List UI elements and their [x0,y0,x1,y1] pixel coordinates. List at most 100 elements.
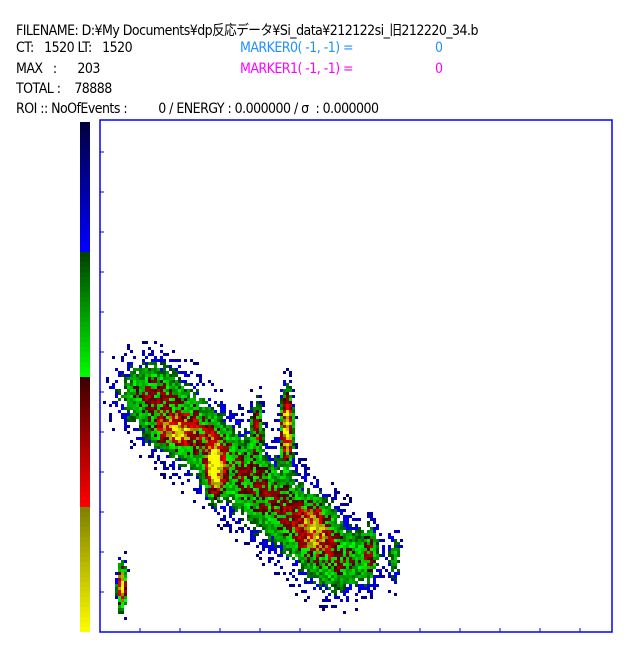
heat-cell [319,533,322,536]
heat-cell [316,542,319,545]
heat-cell [304,521,307,524]
heat-cell [229,437,232,440]
heat-cell [292,434,295,437]
heat-cell [283,413,286,416]
heat-cell [157,368,160,371]
heat-cell [148,434,151,437]
heat-cell [271,545,274,548]
heat-cell [277,485,280,488]
heat-cell [331,560,334,563]
color-scale-step [80,217,90,222]
heat-cell [286,503,289,506]
heat-cell [349,566,352,569]
heat-cell [226,434,229,437]
heat-cell [295,452,298,455]
heat-cell [289,431,292,434]
color-scale-step [80,397,90,402]
heat-cell [124,575,127,578]
heat-cell [148,413,151,416]
heat-cell [289,488,292,491]
heat-cell [124,572,127,575]
heat-cell [307,503,310,506]
heat-cell [172,473,175,476]
heat-cell [310,581,313,584]
heat-cell [316,512,319,515]
heat-cell [355,560,358,563]
heat-cell [241,500,244,503]
heat-cell [325,530,328,533]
heat-cell [349,569,352,572]
heat-cell [340,536,343,539]
heat-cell [244,440,247,443]
heat-cell [280,416,283,419]
heat-cell [151,374,154,377]
heat-cell [187,428,190,431]
heat-cell [262,518,265,521]
heat-cell [274,563,277,566]
heat-cell [196,410,199,413]
heat-cell [193,431,196,434]
color-scale-step [80,177,90,182]
heat-cell [232,473,235,476]
heat-cell [175,452,178,455]
heat-cell [190,428,193,431]
heat-cell [340,557,343,560]
heat-cell [334,575,337,578]
heat-cell [247,500,250,503]
heatmap-plot[interactable] [99,119,613,633]
heat-cell [244,476,247,479]
heat-cell [157,380,160,383]
heat-cell [181,371,184,374]
heat-cell [373,581,376,584]
heat-cell [124,596,127,599]
heat-cell [376,545,379,548]
heat-cell [208,473,211,476]
heat-cell [127,413,130,416]
color-scale-step [80,312,90,317]
heat-cell [277,530,280,533]
heat-cell [322,554,325,557]
heat-cell [322,533,325,536]
heat-cell [163,467,166,470]
heat-cell [352,533,355,536]
heat-cell [358,548,361,551]
heat-cell [127,365,130,368]
heat-cell [274,530,277,533]
heat-cell [379,539,382,542]
heat-cell [286,527,289,530]
heat-cell [259,476,262,479]
heat-cell [286,398,289,401]
heat-cell [166,398,169,401]
heat-cell [211,440,214,443]
heat-cell [238,407,241,410]
heat-cell [199,458,202,461]
heat-cell [130,377,133,380]
heat-cell [346,572,349,575]
heat-cell [238,527,241,530]
heat-cell [271,518,274,521]
heat-cell [262,404,265,407]
heat-cell [220,467,223,470]
heat-cell [259,506,262,509]
heat-cell [274,551,277,554]
heat-cell [253,476,256,479]
heat-cell [196,422,199,425]
heat-cell [277,482,280,485]
heat-cell [121,584,124,587]
heat-cell [142,437,145,440]
heat-cell [229,464,232,467]
marker1: MARKER1( -1, -1) = [240,61,354,77]
heat-cell [181,446,184,449]
heat-cell [286,539,289,542]
heat-cell [172,434,175,437]
max-label: MAX : [16,61,57,77]
heat-cell [187,407,190,410]
heat-cell [349,524,352,527]
heat-cell [133,419,136,422]
heat-cell [256,518,259,521]
heat-cell [331,539,334,542]
heat-cell [331,524,334,527]
heat-cell [394,575,397,578]
heat-cell [277,494,280,497]
heat-cell [298,473,301,476]
